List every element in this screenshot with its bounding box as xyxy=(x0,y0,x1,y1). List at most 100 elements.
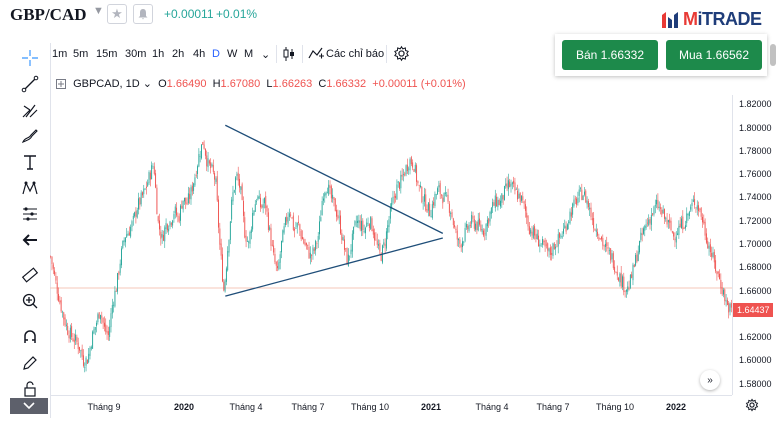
candle-body xyxy=(653,206,655,215)
panel-scrollbar[interactable] xyxy=(770,44,776,66)
timeframe-D[interactable]: D xyxy=(212,48,220,60)
candle-body xyxy=(646,222,648,224)
timeframe-W[interactable]: W xyxy=(227,48,238,60)
candle-body xyxy=(389,206,391,219)
legend-symbol[interactable]: GBPCAD, 1D xyxy=(73,78,140,90)
settings-gear-icon[interactable] xyxy=(393,45,410,67)
candle-body xyxy=(458,238,460,241)
candle-body xyxy=(236,174,238,176)
timeframe-1m[interactable]: 1m xyxy=(52,48,68,60)
candle-body xyxy=(420,185,421,188)
candle-body xyxy=(667,220,669,223)
buy-button[interactable]: Mua 1.66562 xyxy=(666,40,762,70)
indicators-icon[interactable] xyxy=(308,46,324,65)
candle-body xyxy=(521,195,522,201)
legend-caret-icon[interactable]: ⌄ xyxy=(139,78,156,90)
candle-body xyxy=(425,194,427,211)
open-key: O xyxy=(158,78,167,90)
price-chart[interactable] xyxy=(50,95,732,395)
candle-body xyxy=(500,200,501,207)
candle-body xyxy=(501,193,503,203)
candle-body xyxy=(595,229,597,232)
lock-icon[interactable] xyxy=(20,379,40,399)
candle-body xyxy=(403,174,404,175)
candle-body xyxy=(329,185,331,188)
timeframe-4h[interactable]: 4h xyxy=(193,48,206,60)
candle-body xyxy=(131,221,133,227)
candle-type-icon[interactable] xyxy=(282,46,296,67)
mitrade-logo: MiTRADE xyxy=(661,9,773,31)
candle-body xyxy=(494,195,496,208)
star-icon[interactable]: ★ xyxy=(107,4,127,24)
candle-body xyxy=(423,194,425,202)
candle-body xyxy=(430,216,432,218)
candle-body xyxy=(241,184,243,200)
candle-body xyxy=(681,218,682,229)
candle-body xyxy=(619,273,621,283)
candle-body xyxy=(229,221,231,240)
change-pct: +0.01% xyxy=(216,7,258,21)
pitchfork-icon[interactable] xyxy=(20,100,40,120)
candle-body xyxy=(62,311,63,313)
price-axis[interactable]: 1.82000 1.80000 1.78000 1.76000 1.74000 1.720… xyxy=(732,95,780,395)
indicators-button[interactable]: Các chỉ báo xyxy=(326,48,385,60)
candle-body xyxy=(92,331,94,349)
pencil-lock-icon[interactable] xyxy=(20,353,40,373)
candle-body xyxy=(523,201,525,204)
candle-body xyxy=(471,215,473,224)
candle-body xyxy=(211,164,213,167)
candle-body xyxy=(351,233,353,252)
candle-body xyxy=(176,207,178,216)
candle-body xyxy=(266,205,268,212)
candle-body xyxy=(671,231,673,233)
timeframe-30m[interactable]: 30m xyxy=(125,48,147,60)
candle-body xyxy=(652,213,654,215)
candle-body xyxy=(518,193,520,199)
candle-body xyxy=(321,200,323,216)
candle-body xyxy=(530,229,532,234)
timeframe-15m[interactable]: 15m xyxy=(96,48,118,60)
timeframe-M[interactable]: M xyxy=(244,48,254,60)
timeframe-more-icon[interactable]: ⌄ xyxy=(261,49,271,61)
candle-body xyxy=(417,181,419,184)
toolbar-collapse-button[interactable] xyxy=(10,398,48,414)
candle-body xyxy=(639,240,640,253)
candle-body xyxy=(96,322,98,326)
symbol-title[interactable]: GBP/CAD xyxy=(10,5,87,24)
back-arrow-icon[interactable] xyxy=(20,230,40,250)
candle-body xyxy=(346,248,348,265)
timeframe-1h[interactable]: 1h xyxy=(152,48,165,60)
text-tool-icon[interactable] xyxy=(20,152,40,172)
candle-body xyxy=(565,226,567,232)
trendline-tool-icon[interactable] xyxy=(20,74,40,94)
timeframe-2h[interactable]: 2h xyxy=(172,48,185,60)
crosshair-icon[interactable] xyxy=(20,48,40,68)
candle-body xyxy=(624,291,626,292)
candle-body xyxy=(330,186,332,199)
timeframe-5m[interactable]: 5m xyxy=(73,48,89,60)
candle-body xyxy=(273,245,275,253)
bell-icon[interactable] xyxy=(133,4,153,24)
candle-body xyxy=(674,238,676,241)
candle-body xyxy=(140,192,142,205)
chart-settings-icon[interactable] xyxy=(745,398,759,412)
chevron-down-icon[interactable]: ▼ xyxy=(93,5,104,17)
candle-body xyxy=(702,216,703,223)
zoom-in-icon[interactable] xyxy=(20,291,40,311)
time-axis[interactable]: Tháng 9 2020 Tháng 4 Tháng 7 Tháng 10 2021 Thá… xyxy=(50,395,732,418)
ruler-icon[interactable] xyxy=(20,265,40,285)
sell-button[interactable]: Bán 1.66332 xyxy=(562,40,658,70)
candle-body xyxy=(459,239,461,244)
brush-icon[interactable] xyxy=(20,126,40,146)
candle-body xyxy=(361,220,362,231)
candle-body xyxy=(684,225,686,229)
candle-body xyxy=(246,241,248,242)
candle-body xyxy=(648,219,650,226)
forecast-tool-icon[interactable] xyxy=(20,204,40,224)
candle-body xyxy=(338,216,340,218)
pattern-tool-icon[interactable] xyxy=(20,178,40,198)
candle-body xyxy=(77,342,79,350)
magnet-icon[interactable] xyxy=(20,327,40,347)
collapse-legend-icon[interactable] xyxy=(56,79,66,89)
scroll-to-realtime-button[interactable]: » xyxy=(700,370,720,390)
